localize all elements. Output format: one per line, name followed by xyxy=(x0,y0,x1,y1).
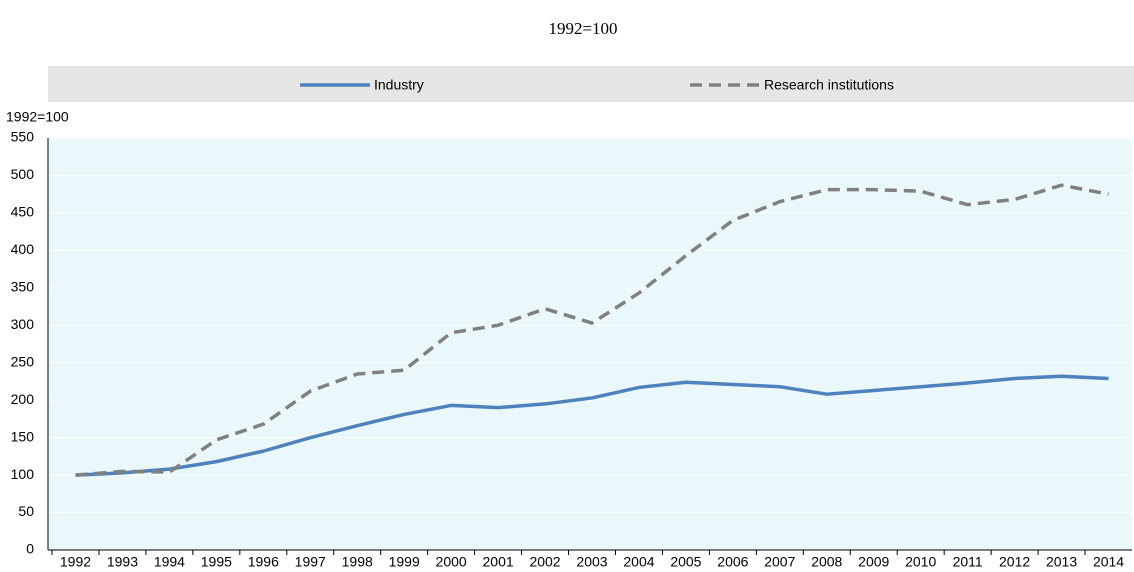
x-tick-label: 2010 xyxy=(905,554,936,570)
x-tick-label: 2012 xyxy=(999,554,1030,570)
x-tick-label: 1994 xyxy=(154,554,185,570)
y-tick-label: 350 xyxy=(11,279,35,295)
x-tick-label: 2006 xyxy=(717,554,748,570)
y-tick-label: 50 xyxy=(18,503,34,519)
x-tick-label: 1995 xyxy=(201,554,232,570)
y-tick-label: 450 xyxy=(11,204,35,220)
y-tick-label: 550 xyxy=(11,129,35,145)
x-tick-label: 1999 xyxy=(389,554,420,570)
x-tick-label: 1997 xyxy=(295,554,326,570)
legend-label: Research institutions xyxy=(764,77,894,93)
y-tick-label: 400 xyxy=(11,241,35,257)
y-tick-label: 500 xyxy=(11,166,35,182)
x-tick-label: 2014 xyxy=(1093,554,1124,570)
y-tick-label: 200 xyxy=(11,391,35,407)
series-line xyxy=(75,374,1109,477)
x-tick-label: 1993 xyxy=(107,554,138,570)
y-tick-label: 150 xyxy=(11,428,35,444)
x-tick-label: 1996 xyxy=(248,554,279,570)
plot-background xyxy=(48,138,1132,550)
x-tick-label: 1998 xyxy=(342,554,373,570)
x-tick-label: 2001 xyxy=(483,554,514,570)
x-tick-label: 2009 xyxy=(858,554,889,570)
legend-background xyxy=(48,66,1134,102)
y-tick-label: 0 xyxy=(26,541,34,557)
x-tick-label: 2002 xyxy=(529,554,560,570)
x-tick-label: 2008 xyxy=(811,554,842,570)
x-tick-label: 2005 xyxy=(670,554,701,570)
x-tick-label: 2000 xyxy=(436,554,467,570)
x-tick-label: 2003 xyxy=(576,554,607,570)
y-axis-label: 1992=100 xyxy=(6,109,69,125)
series-line xyxy=(75,183,1109,477)
x-tick-label: 2011 xyxy=(953,554,983,570)
legend-label: Industry xyxy=(374,77,424,93)
x-tick-label: 2013 xyxy=(1046,554,1077,570)
y-tick-label: 250 xyxy=(11,353,35,369)
x-tick-label: 2004 xyxy=(623,554,654,570)
chart-title: 1992=100 xyxy=(548,19,617,38)
y-tick-label: 300 xyxy=(11,316,35,332)
y-tick-label: 100 xyxy=(11,466,35,482)
x-tick-label: 2007 xyxy=(764,554,795,570)
x-tick-label: 1992 xyxy=(60,554,91,570)
